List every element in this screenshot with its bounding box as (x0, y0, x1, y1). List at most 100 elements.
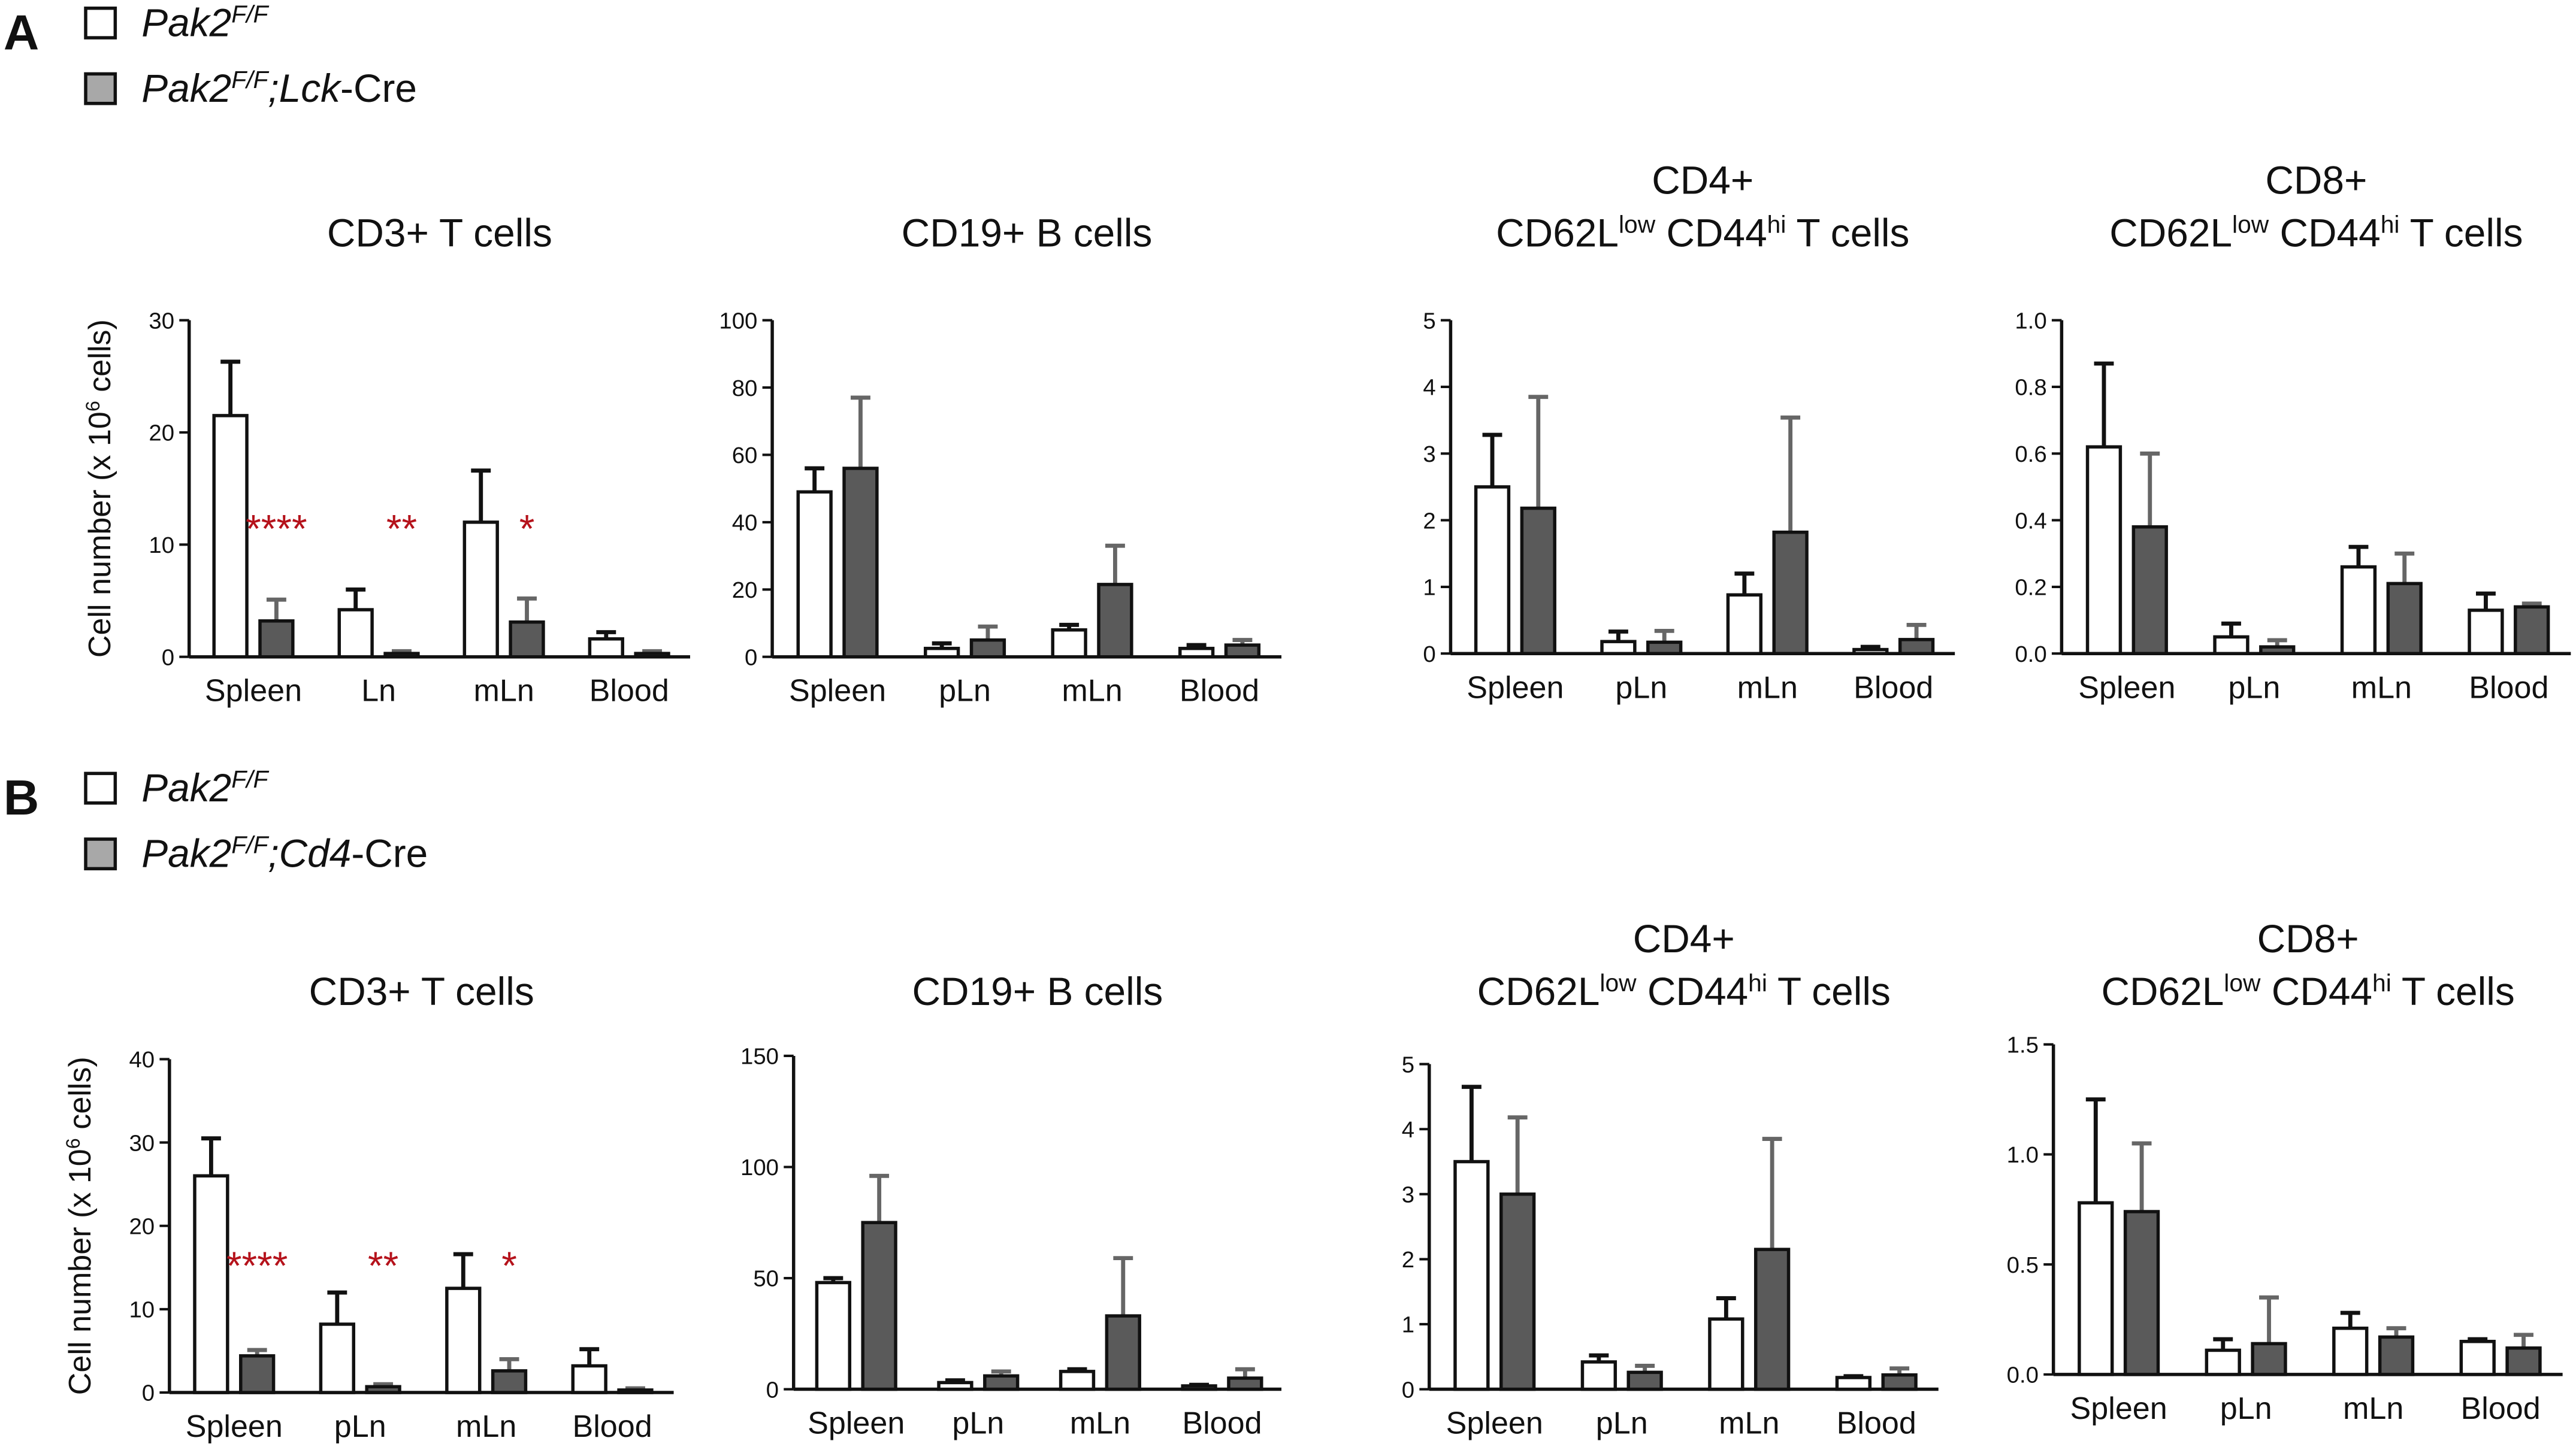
bar (1105, 1314, 1141, 1391)
y-tick-label: 0.0 (2007, 1363, 2039, 1388)
error-bar (201, 1136, 221, 1176)
error-bar (2213, 1337, 2233, 1351)
text-segment: Pak2 (141, 0, 231, 44)
error-bar (1762, 1137, 1782, 1250)
x-tick-label: Spleen (1467, 670, 1564, 705)
chart-title: CD62Llow CD44hi T cells (2102, 969, 2515, 1013)
text-segment: ;Cd4 (268, 831, 351, 876)
y-tick-label: 4 (1423, 375, 1435, 401)
error-bar (1654, 628, 1674, 643)
error-bar (2514, 1333, 2533, 1348)
y-tick-label: 0.2 (2015, 575, 2046, 601)
bar (924, 646, 960, 659)
bar (815, 1281, 852, 1391)
panel-label: B (4, 771, 39, 825)
y-tick-label: 0 (142, 1381, 155, 1406)
chart-title: CD3+ T cells (309, 969, 534, 1013)
text-segment: T cells (1786, 210, 1909, 255)
y-tick-label: 1.0 (2015, 308, 2046, 334)
x-tick-label: Spleen (186, 1409, 283, 1444)
bar (319, 1322, 356, 1394)
bar (796, 490, 833, 659)
bar (2213, 635, 2250, 655)
x-tick-label: mLn (1070, 1406, 1130, 1441)
panel-label: A (4, 5, 39, 60)
error-bar (1716, 1296, 1736, 1319)
bar (1881, 1373, 1918, 1391)
bar (1227, 1376, 1263, 1391)
text-segment: CD44 (2261, 969, 2373, 1013)
x-tick-label: pLn (939, 674, 991, 709)
error-bar (266, 597, 286, 621)
x-tick-label: Spleen (808, 1406, 905, 1441)
bar (2378, 1335, 2415, 1376)
bar (212, 414, 249, 659)
text-segment: hi (1767, 210, 1786, 238)
bar (383, 652, 420, 659)
bar (2085, 445, 2123, 655)
error-bar (2131, 1141, 2152, 1212)
error-bar (1608, 629, 1628, 642)
bar (445, 1286, 482, 1394)
y-tick-label: 3 (1423, 441, 1435, 467)
text-segment: F/F (231, 831, 269, 859)
legend-swatch (84, 837, 117, 871)
y-tick-label: 40 (129, 1047, 155, 1073)
bar (1646, 640, 1683, 655)
bar (1726, 593, 1763, 655)
bar (2505, 1346, 2542, 1376)
bar (1224, 643, 1261, 659)
legend-entry: Pak2F/F;Cd4-Cre (141, 831, 428, 876)
bar (634, 652, 670, 659)
bar (239, 1354, 276, 1394)
x-tick-label: pLn (334, 1409, 386, 1444)
y-tick-label: 0 (1402, 1377, 1414, 1403)
bar (983, 1374, 1020, 1391)
y-tick-label: 2 (1423, 508, 1435, 534)
x-tick-label: pLn (2220, 1391, 2272, 1426)
x-tick-label: mLn (456, 1409, 516, 1444)
bar (2251, 1342, 2287, 1376)
error-bar (471, 468, 491, 522)
y-tick-label: 20 (129, 1213, 155, 1239)
bar (2459, 1340, 2496, 1376)
x-tick-label: mLn (1062, 674, 1122, 709)
bar (1600, 640, 1637, 655)
y-tick-label: 10 (149, 532, 174, 558)
y-tick-label: 150 (740, 1044, 779, 1070)
bar (2332, 1326, 2369, 1376)
y-tick-label: 0.4 (2015, 508, 2046, 534)
y-tick-label: 1 (1402, 1312, 1414, 1338)
bar (1753, 1248, 1791, 1391)
bar (1852, 647, 1889, 655)
bar (491, 1369, 528, 1394)
bar (1708, 1317, 1744, 1391)
chart-title: CD62Llow CD44hi T cells (2109, 210, 2523, 255)
error-bar (2340, 1310, 2360, 1328)
x-tick-label: pLn (952, 1406, 1004, 1441)
chart-title: CD8+ (2257, 916, 2359, 961)
bar (2386, 582, 2423, 655)
bar (842, 467, 879, 659)
error-bar (869, 1173, 890, 1223)
bar (258, 619, 295, 659)
bar (1181, 1384, 1217, 1391)
error-bar (2094, 361, 2114, 447)
y-tick-label: 3 (1402, 1182, 1414, 1208)
x-tick-label: Blood (2469, 670, 2548, 705)
bar (2131, 525, 2168, 655)
error-bar (1906, 622, 1927, 640)
significance-mark: * (519, 507, 535, 551)
text-segment: low (2232, 210, 2269, 238)
error-bar (1482, 432, 1502, 487)
error-bar (1528, 395, 1549, 508)
y-tick-label: 0 (766, 1377, 779, 1403)
y-tick-label: 0.6 (2015, 441, 2046, 467)
bar (365, 1385, 401, 1394)
text-segment: CD3+ T cells (327, 210, 552, 255)
error-bar (1734, 571, 1755, 595)
text-segment: Pak2 (141, 66, 231, 110)
y-tick-label: 30 (149, 308, 174, 334)
chart-title: CD4+ (1633, 916, 1735, 961)
